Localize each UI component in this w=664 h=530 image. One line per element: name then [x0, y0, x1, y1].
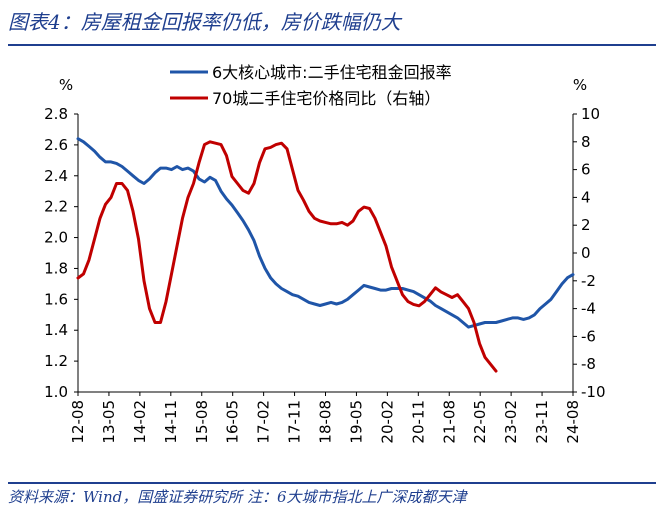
right-tick-label: 10: [581, 105, 600, 123]
left-tick-label: 1.8: [44, 259, 68, 277]
x-tick-label: 15-08: [193, 400, 211, 444]
right-tick-label: 8: [581, 133, 591, 151]
x-tick-label: 22-05: [471, 400, 489, 444]
x-tick-label: 23-02: [502, 400, 520, 444]
right-tick-label: -2: [581, 272, 596, 290]
right-tick-label: 2: [581, 216, 591, 234]
right-tick-label: -8: [581, 355, 596, 373]
x-tick-label: 19-05: [347, 400, 365, 444]
figure-footer: 资料来源：Wind，国盛证券研究所 注：6大城市指北上广深成都天津: [8, 488, 467, 506]
left-tick-label: 1.6: [44, 290, 68, 308]
x-tick-label: 23-11: [533, 400, 551, 444]
x-tick-label: 17-02: [255, 400, 273, 444]
x-tick-label: 21-08: [440, 400, 458, 444]
title-rule: [8, 44, 656, 46]
right-tick-label: -4: [581, 300, 596, 318]
left-tick-label: 2.8: [44, 105, 68, 123]
x-tick-label: 13-05: [100, 400, 118, 444]
left-tick-label: 2.4: [44, 167, 68, 185]
legend-label: 70城二手住宅价格同比（右轴）: [212, 89, 440, 108]
figure-title: 图表4：房屋租金回报率仍低，房价跌幅仍大: [8, 10, 401, 34]
legend-label: 6大核心城市:二手住宅租金回报率: [212, 63, 452, 82]
left-axis-unit: %: [59, 76, 73, 94]
left-tick-label: 1.4: [44, 321, 68, 339]
right-tick-label: -6: [581, 327, 596, 345]
x-tick-label: 14-11: [162, 400, 180, 444]
right-tick-label: 6: [581, 161, 591, 179]
x-tick-label: 20-11: [409, 400, 427, 444]
right-tick-label: 4: [581, 188, 591, 206]
x-tick-label: 12-08: [69, 400, 87, 444]
left-tick-label: 2.6: [44, 136, 68, 154]
right-tick-label: -10: [581, 383, 606, 401]
x-tick-label: 14-02: [131, 400, 149, 444]
series-line-price-yoy: [76, 140, 498, 373]
series-line-rent-yield: [76, 137, 575, 329]
x-tick-label: 17-11: [286, 400, 304, 444]
left-tick-label: 1.0: [44, 383, 68, 401]
x-tick-label: 16-05: [224, 400, 242, 444]
x-tick-label: 18-08: [317, 400, 335, 444]
right-axis-unit: %: [573, 76, 587, 94]
footer-rule: [8, 482, 656, 484]
right-tick-label: 0: [581, 244, 591, 262]
left-tick-label: 2.2: [44, 198, 68, 216]
x-tick-label: 24-08: [564, 400, 582, 444]
left-tick-label: 1.2: [44, 352, 68, 370]
left-tick-label: 2.0: [44, 229, 68, 247]
x-tick-label: 20-02: [378, 400, 396, 444]
